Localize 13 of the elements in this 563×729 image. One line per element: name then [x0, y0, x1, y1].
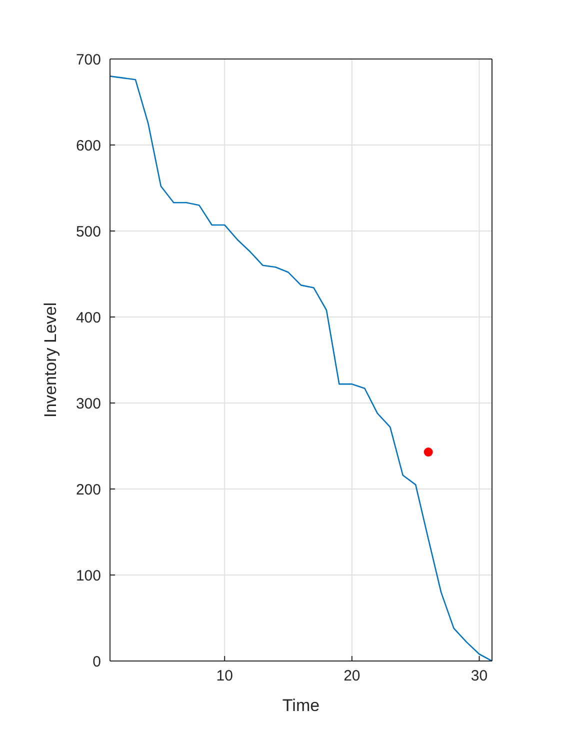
y-tick-label: 600 [76, 137, 101, 154]
y-tick-label: 200 [76, 481, 101, 498]
x-tick-label: 20 [344, 668, 360, 685]
y-tick-label: 700 [76, 51, 101, 68]
y-axis-title: Inventory Level [41, 302, 60, 418]
x-tick-label: 30 [470, 668, 488, 685]
y-tick-label: 100 [76, 567, 101, 584]
y-tick-label: 400 [76, 309, 101, 326]
x-tick-label: 10 [216, 668, 233, 685]
y-tick-label: 500 [76, 223, 101, 240]
y-tick-label: 0 [92, 653, 101, 670]
x-axis-title: Time [282, 696, 320, 715]
y-tick-label: 300 [76, 395, 101, 412]
